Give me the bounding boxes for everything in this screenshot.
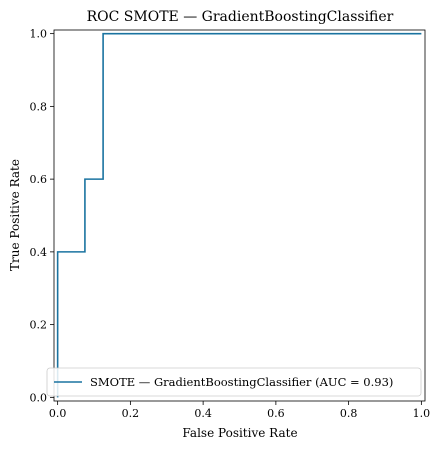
x-tick-label: 0.0 (49, 407, 67, 420)
y-tick-label: 0.4 (30, 246, 48, 259)
x-tick-label: 1.0 (413, 407, 431, 420)
x-axis-label: False Positive Rate (182, 426, 297, 440)
y-tick-label: 0.0 (30, 391, 48, 404)
plot-area: 0.0 0.2 0.4 0.6 0.8 1.0 0.0 0.2 0.4 0.6 0.8 1.0 SMOT… (30, 28, 431, 420)
x-tick-label: 0.8 (340, 407, 358, 420)
plot-frame (53, 29, 426, 402)
y-tick-label: 0.2 (30, 319, 48, 332)
y-axis-label: True Positive Rate (8, 159, 22, 271)
legend-entry-label: SMOTE — GradientBoostingClassifier (AUC … (90, 375, 393, 389)
x-tick-label: 0.6 (267, 407, 285, 420)
legend-box (46, 367, 422, 397)
x-tick-label: 0.4 (194, 407, 212, 420)
chart-title: ROC SMOTE — GradientBoostingClassifier (87, 9, 394, 25)
roc-curve-line (56, 32, 422, 398)
y-tick-label: 0.8 (30, 100, 48, 113)
x-tick-label: 0.2 (122, 407, 140, 420)
y-tick-label: 0.6 (30, 173, 48, 186)
y-tick-label: 1.0 (30, 28, 48, 41)
